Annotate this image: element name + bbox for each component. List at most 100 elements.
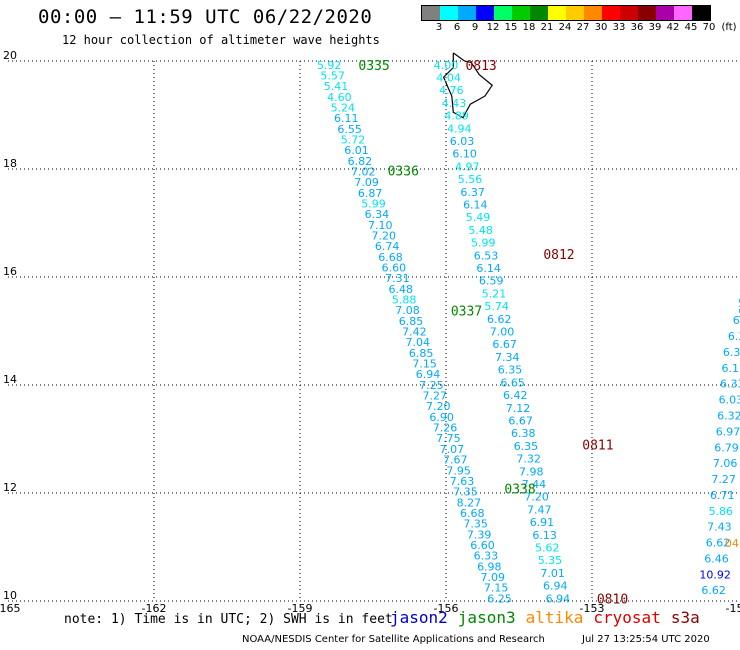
x-tick-label: -159 bbox=[288, 602, 313, 615]
wave-height-label: 6.98 bbox=[477, 560, 502, 573]
legend-label: 39 bbox=[648, 22, 662, 33]
pass-label: 0810 bbox=[597, 592, 628, 607]
legend-swatch bbox=[530, 6, 548, 20]
wave-height-label: 5.35 bbox=[538, 554, 563, 567]
wave-height-label: 6.46 bbox=[704, 552, 729, 565]
wave-height-label: 8.27 bbox=[457, 496, 482, 509]
partial-wave-label: 04 bbox=[725, 537, 739, 550]
wave-height-label: 5.99 bbox=[471, 237, 496, 250]
partial-wave-label: 5 bbox=[738, 297, 740, 310]
wave-height-label: 6.34 bbox=[365, 208, 390, 221]
wave-height-label: 4.76 bbox=[439, 84, 464, 97]
wave-height-label: 7.39 bbox=[467, 528, 492, 541]
wave-height-label: 5.74 bbox=[484, 300, 509, 313]
legend-label: 36 bbox=[630, 22, 644, 33]
partial-wave-label: 5 bbox=[738, 307, 740, 320]
wave-height-label: 5.48 bbox=[468, 224, 493, 237]
legend-swatch bbox=[602, 6, 620, 20]
wave-height-label: 6.42 bbox=[503, 389, 528, 402]
wave-height-label: 7.08 bbox=[395, 304, 420, 317]
x-tick-label: -153 bbox=[580, 602, 605, 615]
wave-height-label: 7.15 bbox=[412, 358, 437, 371]
wave-height-label: 6.10 bbox=[452, 148, 477, 161]
legend-label: 30 bbox=[594, 22, 608, 33]
wave-height-label: 5.41 bbox=[324, 80, 349, 93]
wave-height-label: 7.35 bbox=[463, 518, 488, 531]
wave-height-label: 7.42 bbox=[402, 326, 427, 339]
wave-height-label: 6.37 bbox=[460, 186, 485, 199]
map-subtitle: 12 hour collection of altimeter wave hei… bbox=[62, 33, 380, 47]
legend-swatch bbox=[548, 6, 566, 20]
wave-height-label: 7.67 bbox=[443, 454, 468, 467]
wave-height-label: 7.06 bbox=[713, 457, 738, 470]
wave-height-label: 6.62 bbox=[701, 584, 726, 597]
satellite-s3a: s3a bbox=[670, 608, 700, 627]
wave-height-label: 5.72 bbox=[341, 133, 366, 146]
wave-height-label: 5.62 bbox=[535, 541, 560, 554]
note-text: note: 1) Time is in UTC; 2) SWH is in fe… bbox=[64, 612, 393, 627]
wave-height-label: 6.68 bbox=[460, 507, 485, 520]
hawaii-coastline bbox=[442, 52, 494, 119]
legend-swatch bbox=[638, 6, 656, 20]
wave-height-label: 6.14 bbox=[463, 199, 488, 212]
x-tick-label: -162 bbox=[142, 602, 167, 615]
wave-height-label: 6.34 bbox=[723, 346, 740, 359]
wave-height-label: 5.56 bbox=[458, 173, 483, 186]
wave-height-label: 6.82 bbox=[348, 155, 373, 168]
legend-unit: (ft) bbox=[721, 22, 737, 33]
wave-height-label: 6.94 bbox=[546, 592, 571, 605]
wave-height-label: 7.63 bbox=[450, 475, 475, 488]
wave-height-label: 7.07 bbox=[440, 443, 465, 456]
legend-swatch bbox=[584, 6, 602, 20]
legend-label: 24 bbox=[558, 22, 572, 33]
wave-height-label: 6.68 bbox=[378, 251, 403, 264]
legend-label: 3 bbox=[435, 22, 443, 33]
wave-height-label: 4.97 bbox=[455, 160, 480, 173]
satellite-legend: jason2 jason3 altika cryosat s3a bbox=[390, 608, 710, 627]
pass-label: 0812 bbox=[543, 248, 574, 263]
color-legend: 3 6 9 12 15 18 21 24 27 30 33 36 39 42 45 70 (ft) bbox=[421, 5, 737, 33]
wave-height-label: 6.53 bbox=[474, 249, 499, 262]
x-tick-label: -165 bbox=[0, 602, 20, 615]
wave-height-label: 6.60 bbox=[382, 262, 407, 275]
legend-swatches bbox=[421, 5, 711, 21]
wave-height-label: 7.01 bbox=[540, 567, 565, 580]
wave-height-label: 6.32 bbox=[717, 409, 740, 422]
satellite-jason2: jason2 bbox=[390, 608, 448, 627]
wave-height-label: 6.67 bbox=[508, 414, 533, 427]
wave-height-label: 4.60 bbox=[327, 91, 352, 104]
legend-label: 70 bbox=[702, 22, 716, 33]
wave-height-label: 4.00 bbox=[434, 59, 459, 72]
map-title: 00:00 – 11:59 UTC 06/22/2020 bbox=[38, 6, 373, 28]
wave-height-label: 4.94 bbox=[447, 122, 472, 135]
wave-height-label: 6.91 bbox=[530, 516, 555, 529]
wave-height-label: 6.3 bbox=[728, 330, 740, 343]
wave-height-label: 6.35 bbox=[498, 364, 523, 377]
wave-height-label: 7.27 bbox=[423, 390, 448, 403]
wave-height-label: 6.38 bbox=[511, 427, 536, 440]
legend-swatch bbox=[674, 6, 692, 20]
legend-label: 18 bbox=[522, 22, 536, 33]
wave-height-label: 7.98 bbox=[519, 465, 544, 478]
legend-label: 12 bbox=[486, 22, 500, 33]
wave-height-label: 5.21 bbox=[482, 287, 507, 300]
wave-height-label: 7.26 bbox=[433, 422, 458, 435]
legend-swatch bbox=[422, 6, 440, 20]
wave-height-label: 7.47 bbox=[527, 503, 552, 516]
wave-height-label: 7.95 bbox=[446, 464, 471, 477]
legend-swatch bbox=[566, 6, 584, 20]
pass-label: 0811 bbox=[582, 438, 613, 453]
y-tick-label: 18 bbox=[3, 157, 17, 170]
wave-height-label: 7.20 bbox=[524, 491, 549, 504]
wave-height-label: 5.57 bbox=[320, 69, 345, 82]
wave-height-label: 6.55 bbox=[337, 123, 362, 136]
wave-height-label: 5.24 bbox=[331, 101, 356, 114]
wave-height-label: 6.25 bbox=[487, 592, 512, 605]
wave-height-label: 6.01 bbox=[344, 144, 369, 157]
wave-height-label: 7.34 bbox=[495, 351, 520, 364]
wave-height-label: 7.04 bbox=[406, 336, 431, 349]
wave-height-label: 6.97 bbox=[716, 425, 740, 438]
legend-swatch bbox=[440, 6, 458, 20]
y-tick-label: 14 bbox=[3, 373, 17, 386]
wave-height-label: 6.85 bbox=[409, 347, 434, 360]
